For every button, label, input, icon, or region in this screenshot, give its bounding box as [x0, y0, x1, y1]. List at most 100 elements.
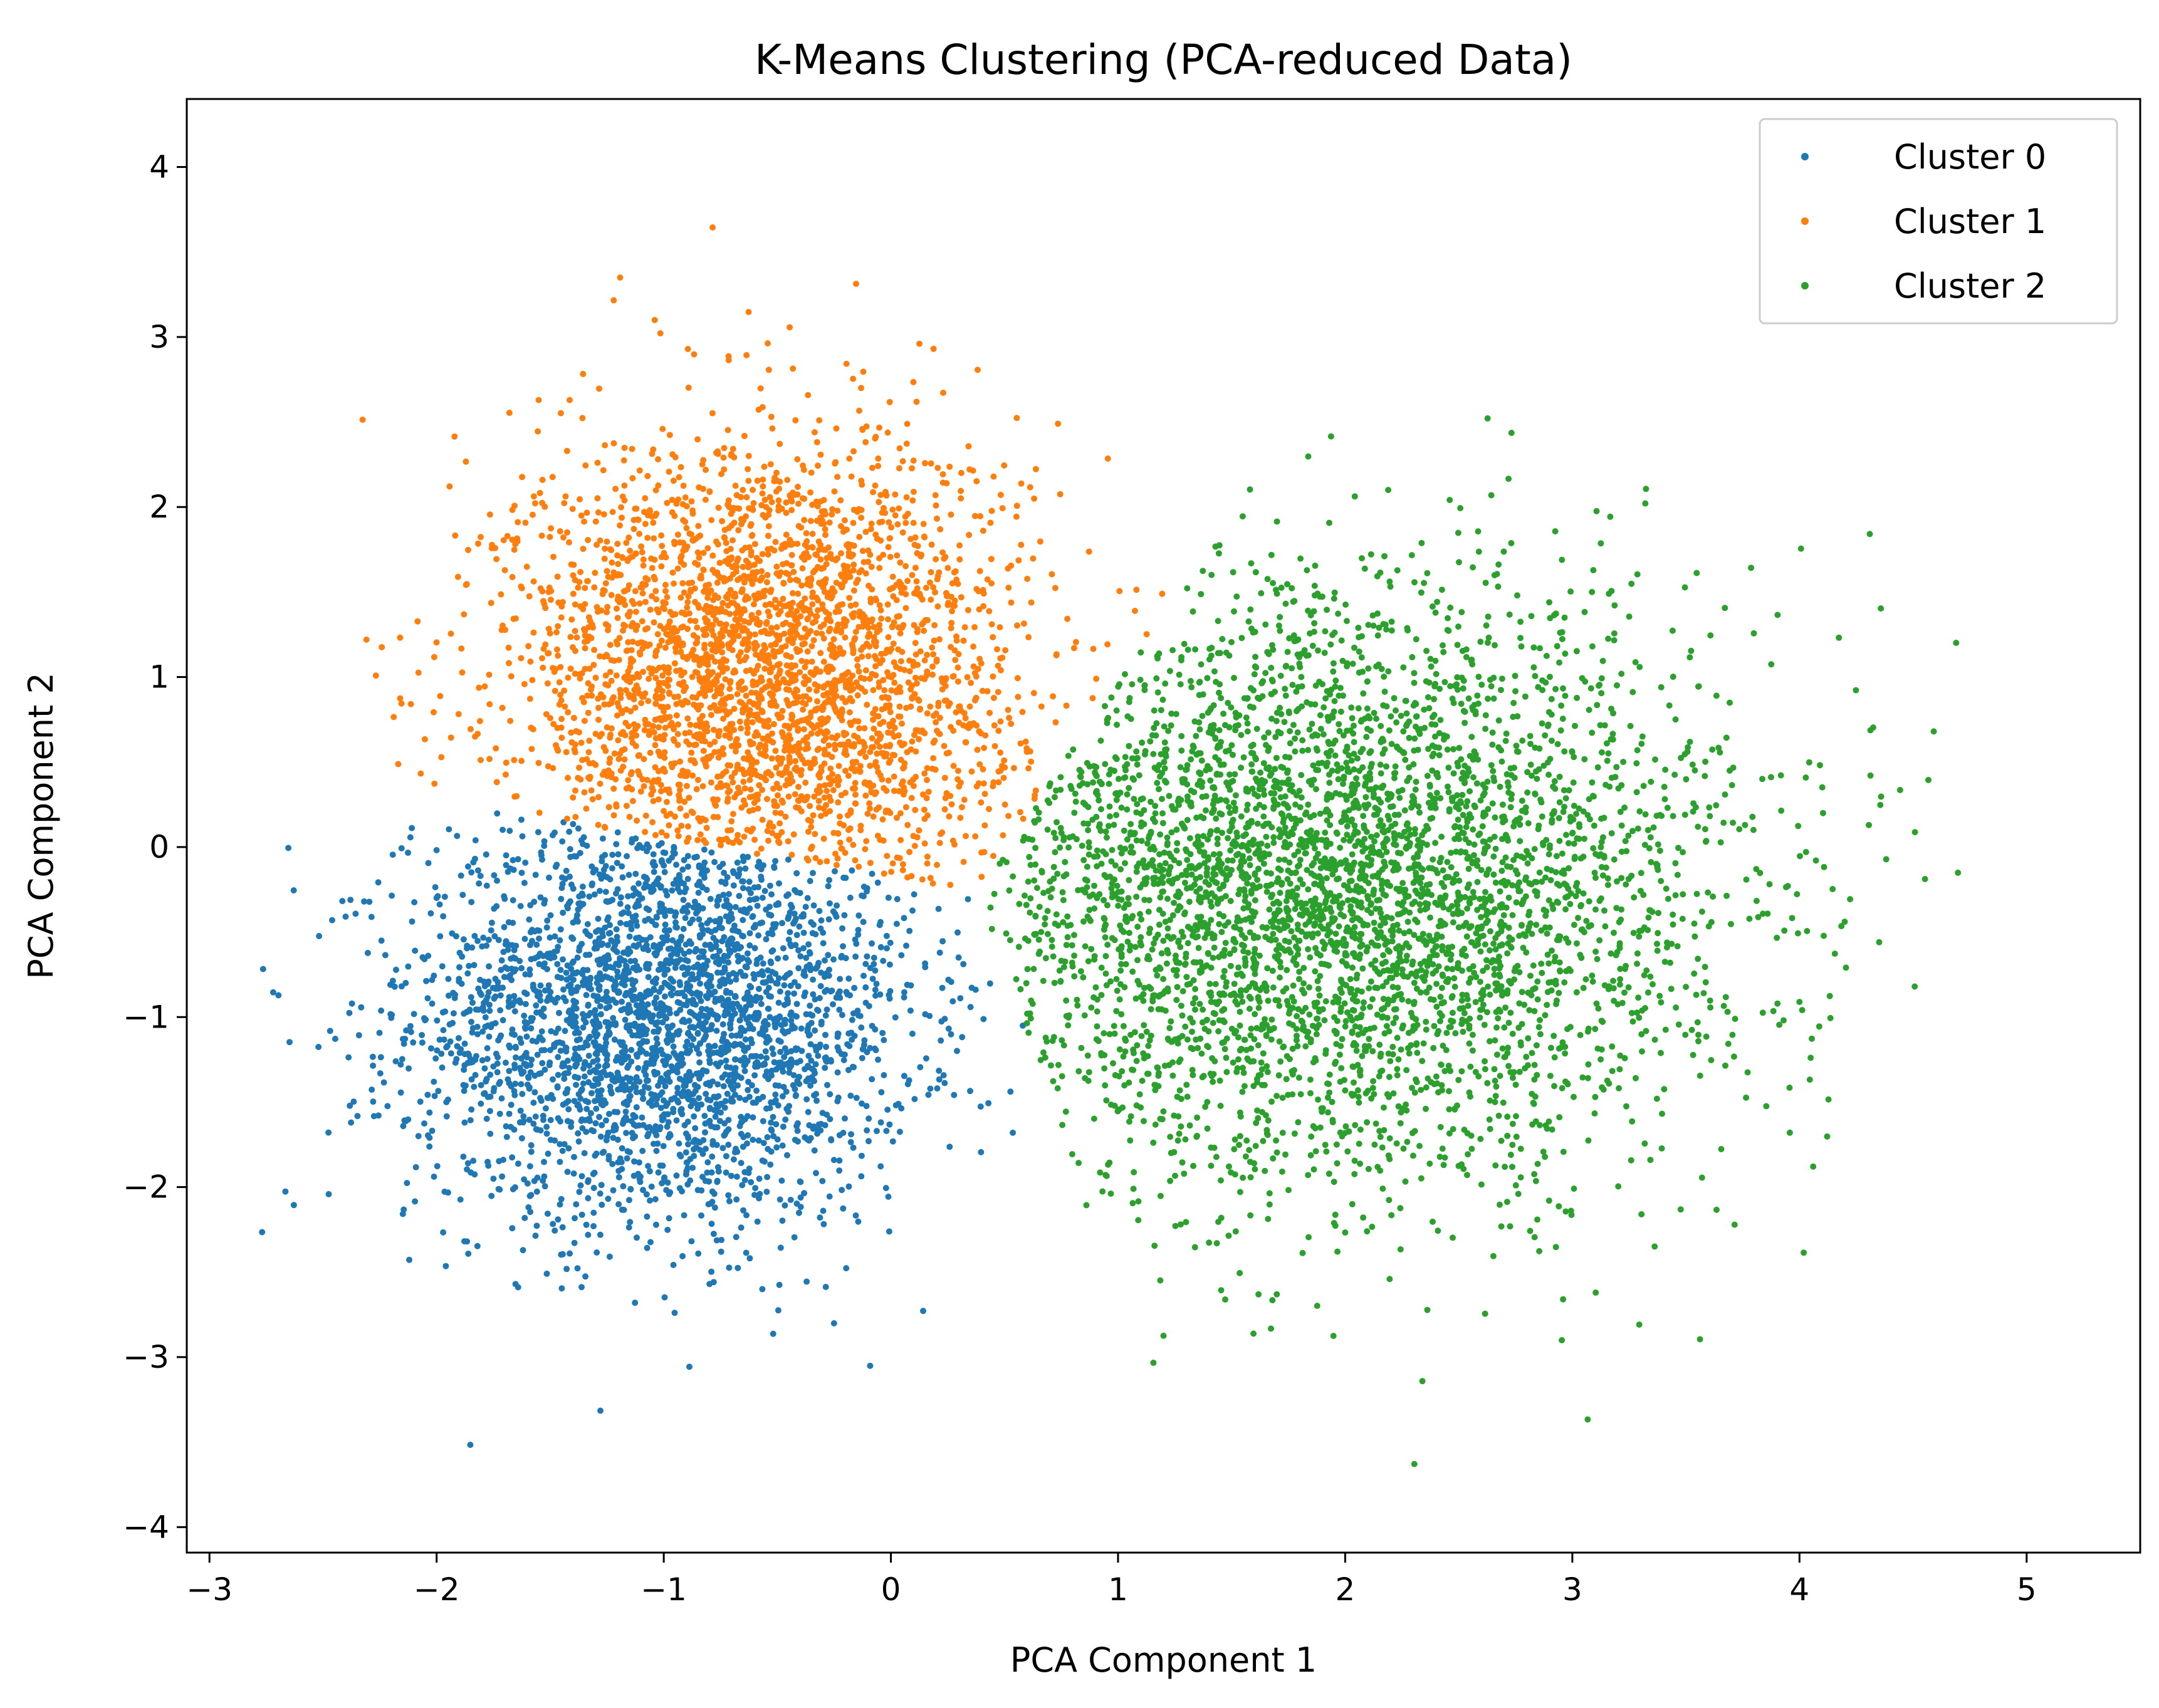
data-point	[576, 1103, 583, 1110]
data-point	[698, 922, 704, 929]
data-point	[780, 1123, 787, 1130]
data-point	[563, 1017, 570, 1024]
data-point	[839, 709, 845, 716]
data-point	[532, 1232, 539, 1239]
data-point	[732, 482, 739, 489]
data-point	[426, 1143, 433, 1150]
data-point	[643, 1060, 650, 1066]
data-point	[458, 981, 465, 987]
data-point	[669, 1067, 676, 1074]
data-point	[666, 1215, 672, 1222]
data-point	[820, 692, 827, 699]
data-point	[685, 384, 692, 391]
data-point	[970, 663, 977, 670]
data-point	[696, 878, 703, 885]
data-point	[536, 810, 543, 816]
data-point	[677, 982, 684, 989]
data-point	[550, 1076, 556, 1083]
data-point	[583, 1221, 590, 1228]
data-point	[572, 1019, 579, 1026]
data-point	[867, 965, 874, 971]
data-point	[568, 986, 575, 992]
data-point	[721, 934, 728, 940]
data-point	[592, 570, 599, 576]
data-point	[853, 940, 860, 947]
data-point	[621, 957, 628, 964]
data-point	[530, 1100, 537, 1106]
data-point	[864, 701, 870, 708]
data-point	[681, 1122, 688, 1128]
data-point	[572, 670, 578, 677]
data-point	[644, 1001, 651, 1008]
data-point	[523, 563, 530, 570]
data-point	[825, 916, 832, 923]
data-point	[760, 476, 766, 483]
data-point	[874, 879, 881, 886]
data-point	[696, 605, 703, 611]
data-point	[903, 494, 910, 501]
data-point	[643, 1077, 650, 1084]
data-point	[840, 1057, 847, 1063]
data-point	[827, 1091, 834, 1098]
data-point	[480, 1008, 487, 1014]
data-point	[508, 956, 515, 962]
data-point	[670, 1261, 677, 1268]
data-point	[460, 936, 467, 943]
data-point	[782, 1202, 788, 1209]
data-point	[484, 1056, 491, 1063]
data-point	[487, 1071, 494, 1078]
data-point	[358, 1004, 365, 1011]
data-point	[610, 1135, 617, 1141]
data-point	[699, 971, 706, 977]
data-point	[725, 1192, 732, 1199]
data-point	[759, 894, 766, 901]
data-point	[617, 900, 624, 907]
data-point	[775, 955, 782, 962]
data-point	[434, 1017, 441, 1024]
data-point	[522, 1001, 529, 1008]
data-point	[643, 1050, 650, 1057]
data-point	[671, 660, 678, 667]
data-point	[587, 1110, 594, 1117]
data-point	[730, 1156, 737, 1163]
data-point	[1008, 721, 1015, 727]
data-point	[803, 1078, 810, 1085]
data-point	[910, 378, 917, 385]
data-point	[698, 883, 705, 890]
data-point	[1143, 631, 1150, 638]
data-point	[696, 916, 703, 923]
data-point	[776, 880, 782, 887]
data-point	[604, 538, 610, 545]
data-point	[710, 813, 717, 820]
data-point	[595, 985, 602, 992]
data-point	[593, 1105, 600, 1112]
data-point	[628, 1046, 635, 1053]
data-point	[684, 823, 691, 830]
data-point	[625, 1097, 632, 1104]
data-point	[676, 1185, 683, 1192]
data-point	[522, 971, 529, 978]
data-point	[407, 700, 414, 707]
data-point	[585, 1079, 592, 1086]
data-point	[359, 416, 366, 423]
data-point	[574, 954, 581, 961]
data-point	[852, 779, 859, 786]
data-point	[743, 351, 750, 358]
data-point	[578, 1284, 585, 1291]
data-point	[560, 994, 567, 1001]
data-point	[703, 1090, 709, 1097]
data-point	[275, 992, 282, 999]
data-point	[661, 927, 668, 934]
data-point	[697, 934, 704, 941]
data-point	[612, 978, 619, 985]
data-point	[580, 841, 587, 848]
data-point	[1019, 709, 1026, 716]
data-point	[696, 1075, 703, 1082]
data-point	[879, 1029, 886, 1036]
data-point	[431, 1093, 438, 1100]
data-point	[663, 1015, 670, 1022]
data-point	[798, 524, 805, 531]
data-point	[803, 954, 810, 961]
data-point	[849, 1063, 856, 1070]
data-point	[599, 874, 605, 881]
